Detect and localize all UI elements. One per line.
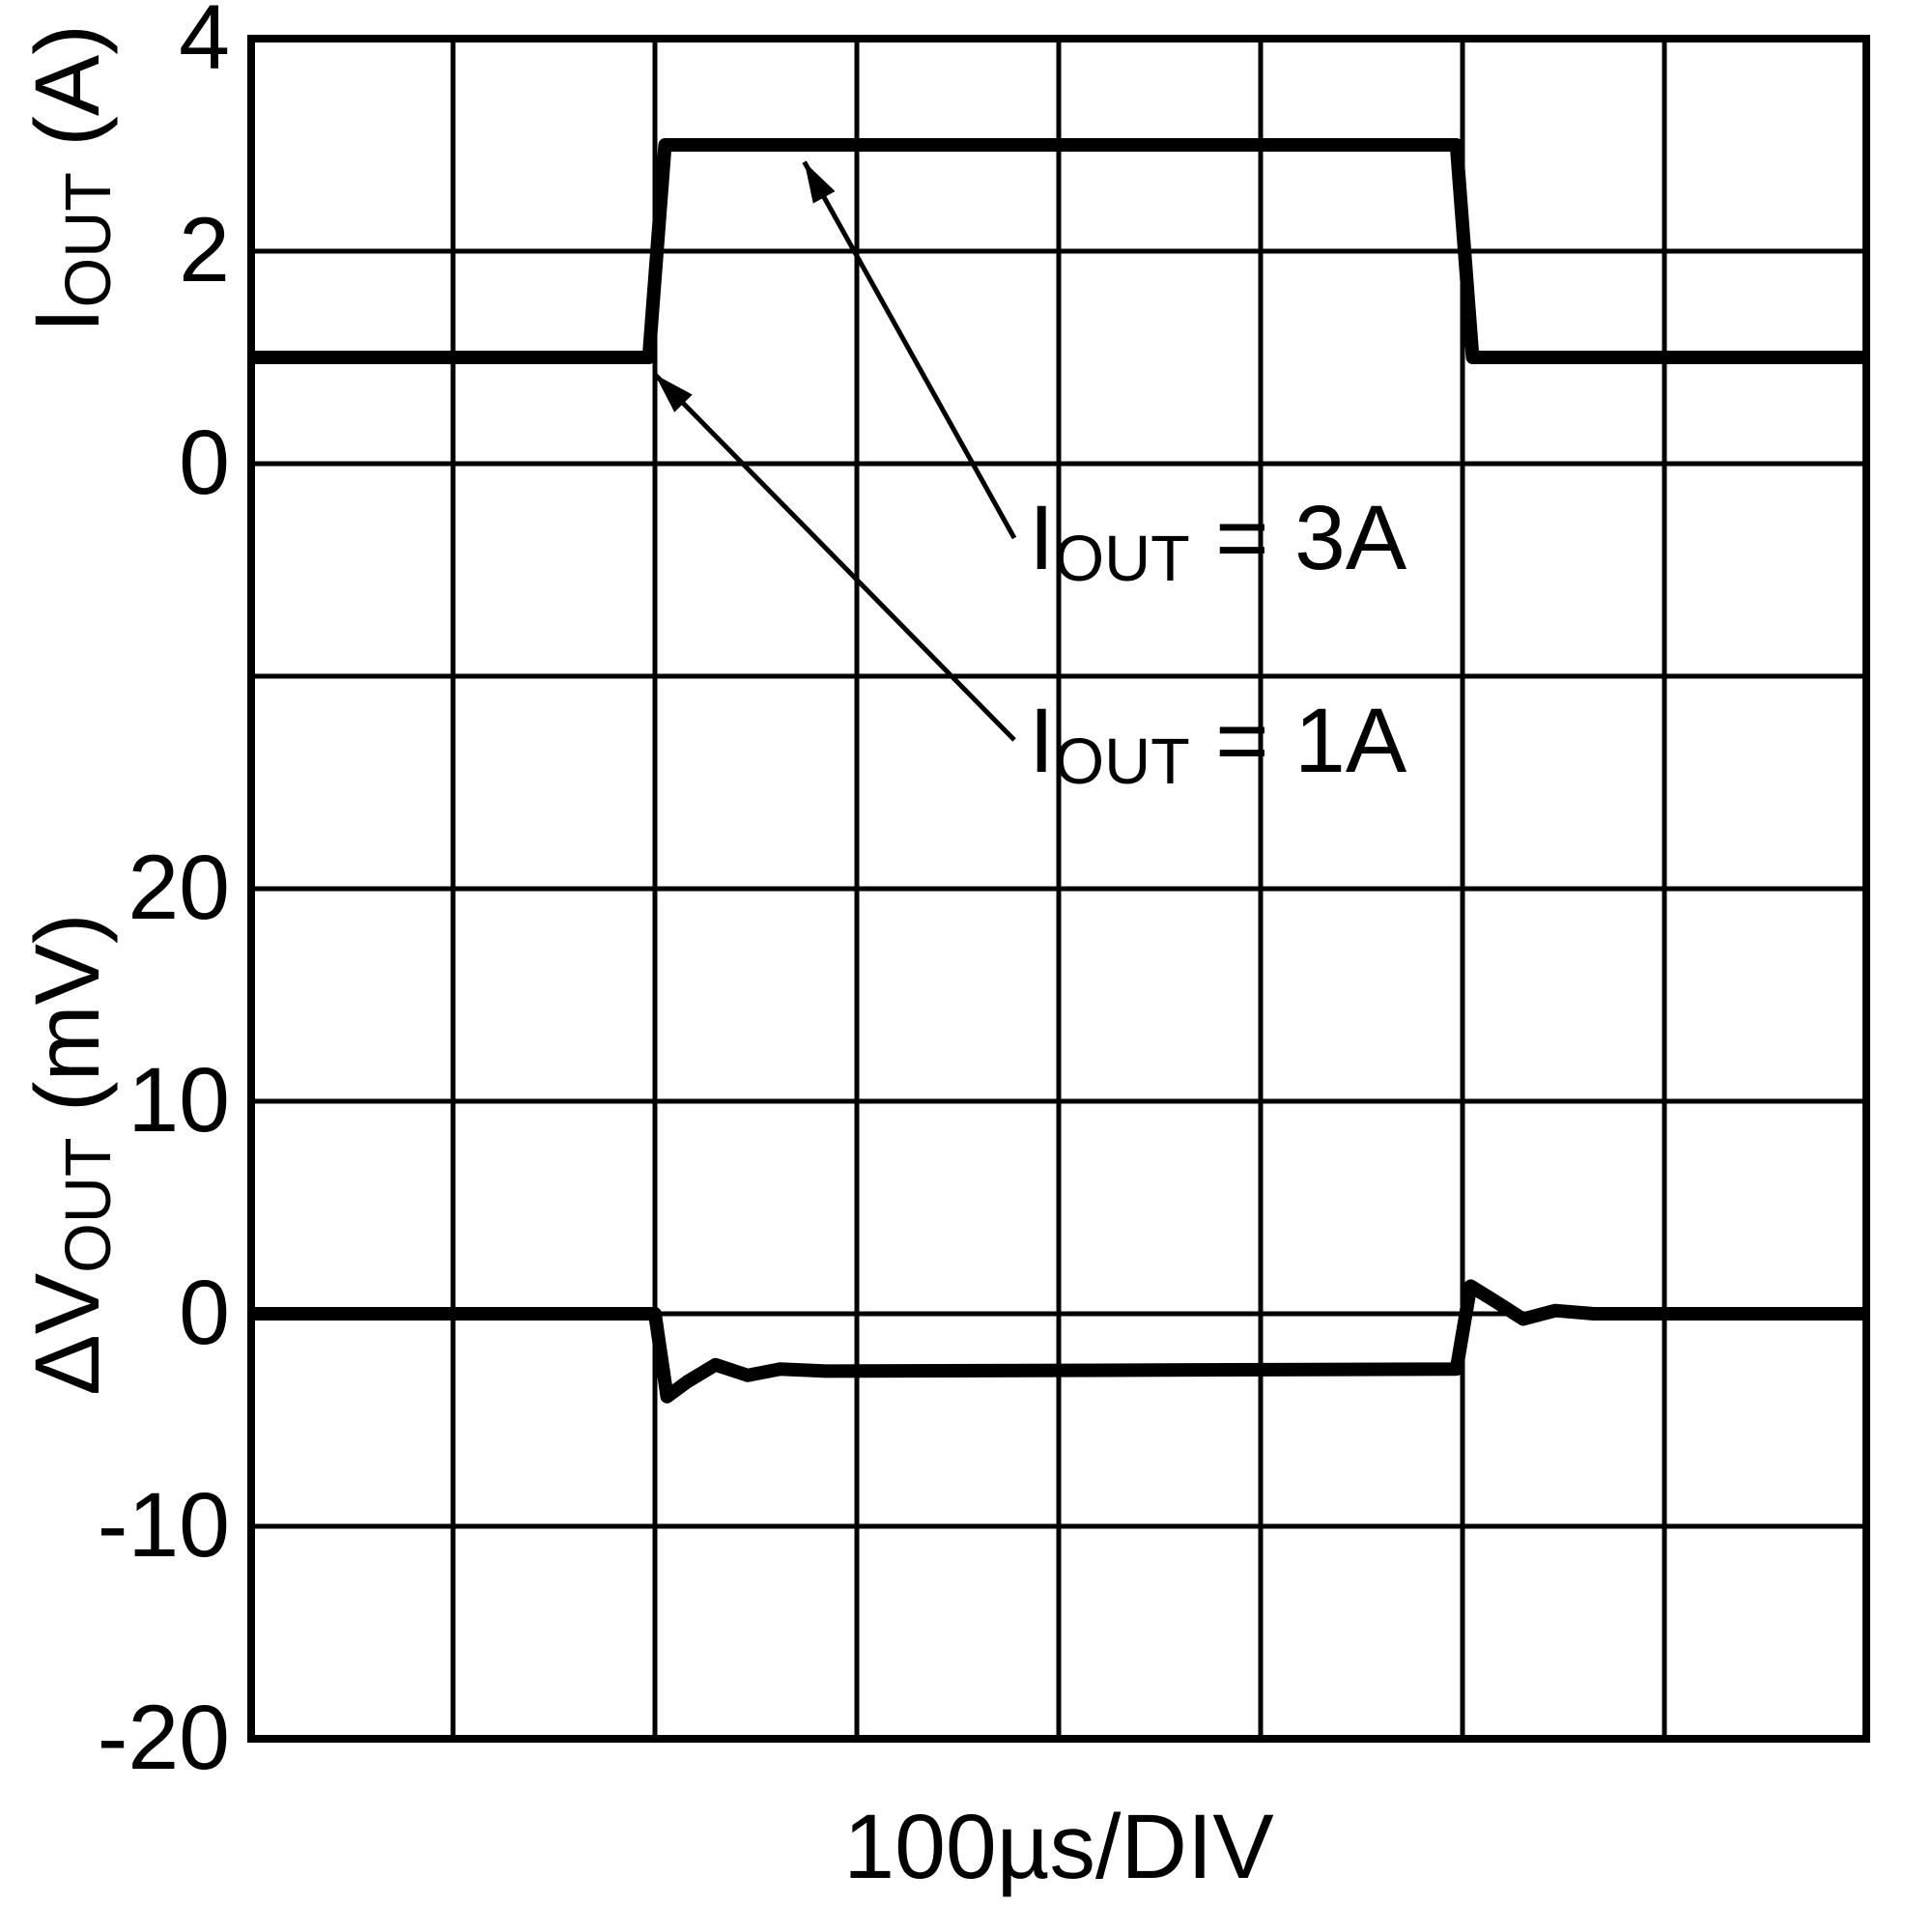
y-axis-label-dvout-sub: OUT (52, 1137, 125, 1273)
annotation-arrowhead (804, 161, 836, 204)
annotation-arrow (653, 372, 1016, 742)
annotation-iout-3a-rest: = 3A (1189, 487, 1407, 589)
tick-dvout-m10: -10 (97, 1474, 230, 1577)
tick-dvout-10: 10 (128, 1049, 230, 1151)
trace-dVOUT (251, 1279, 1866, 1404)
trace-IOUT (251, 138, 1866, 364)
tick-iout-0: 0 (179, 412, 230, 514)
tick-dvout-20: 20 (128, 837, 230, 939)
plot-border (247, 35, 1870, 1743)
tick-iout-2: 2 (179, 199, 230, 301)
annotation-arrowhead (655, 374, 693, 412)
annotation-iout-3a-base: I (1029, 487, 1055, 589)
tick-dvout-0: 0 (179, 1262, 230, 1364)
annotation-iout-1a-sub: OUT (1054, 725, 1190, 798)
y-axis-label-iout-base: I (16, 307, 119, 333)
annotation-iout-3a: IOUT = 3A (1029, 485, 1406, 601)
annotation-iout-3a-sub: OUT (1054, 523, 1190, 595)
annotation-iout-1a-rest: = 1A (1189, 690, 1407, 792)
annotation-iout-1a: IOUT = 1A (1029, 688, 1406, 804)
tick-dvout-m20: -20 (97, 1687, 230, 1789)
annotation-iout-1a-base: I (1029, 690, 1055, 792)
tick-iout-4: 4 (179, 0, 230, 89)
x-axis-label: 100µs/DIV (843, 1796, 1274, 1898)
annotation-arrow (802, 160, 1017, 540)
